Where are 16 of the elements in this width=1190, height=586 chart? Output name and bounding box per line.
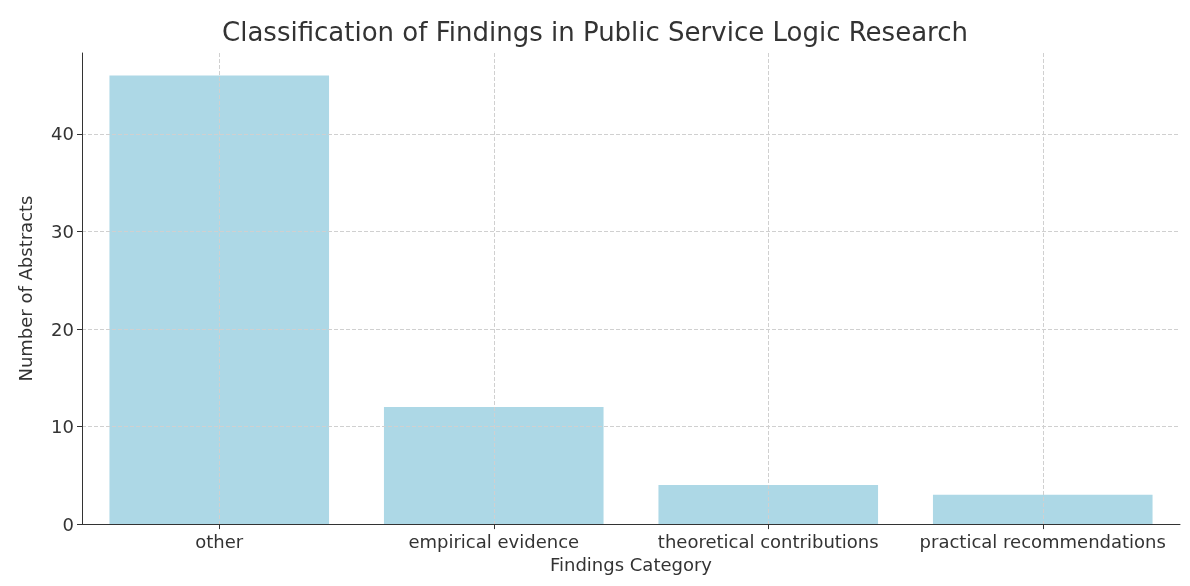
x-tick-label: theoretical contributions (657, 530, 879, 552)
bar (109, 75, 330, 525)
x-tick-label: other (195, 530, 244, 552)
bar (383, 407, 604, 525)
y-tick-label: 40 (51, 123, 74, 145)
chart-title: Classification of Findings in Public Service Logic Research (222, 17, 968, 47)
y-tick-label: 20 (51, 318, 74, 340)
x-tick-label: empirical evidence (408, 530, 580, 552)
bar (658, 485, 879, 525)
x-tick-label: practical recommendations (919, 530, 1166, 552)
y-tick-label: 10 (51, 416, 74, 438)
x-axis-title: Findings Category (549, 553, 713, 575)
bar (932, 494, 1153, 525)
y-axis-title: Number of Abstracts (14, 195, 36, 382)
y-tick-label: 30 (51, 220, 74, 242)
y-tick-label: 0 (62, 513, 74, 535)
